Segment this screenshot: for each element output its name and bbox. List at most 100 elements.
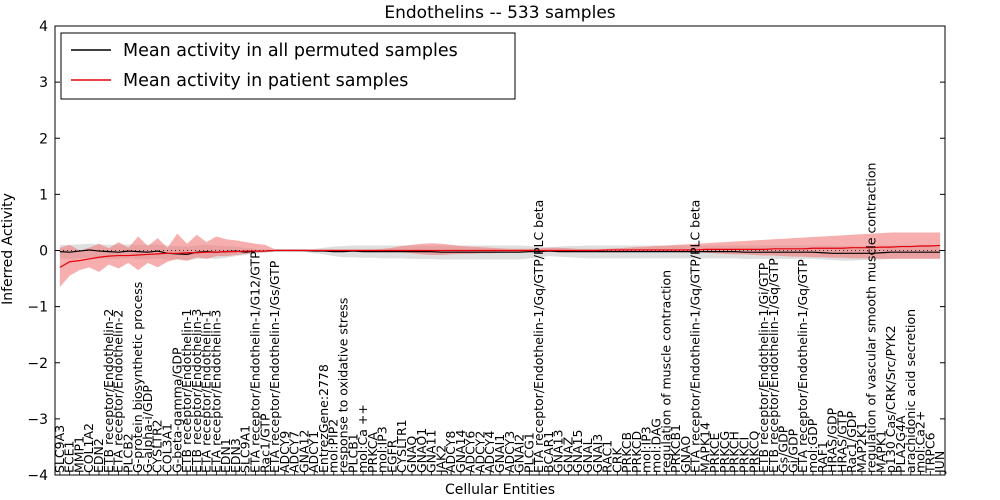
legend: Mean activity in all permuted samples Mea… — [60, 32, 516, 100]
x-tick-label: EDN2 — [91, 438, 106, 473]
x-tick-label: G-beta-gamma/GDP — [169, 347, 184, 473]
plot-area: −4−3−2−101234SLC9A3ECE1MMP1COL1A2EDN2ETB… — [27, 19, 947, 484]
x-tick-label: response to oxidative stress — [336, 298, 351, 473]
patient-band — [59, 232, 941, 287]
x-tick-label: ETB receptor/Endothelin-1/Gi/GTP — [756, 262, 771, 473]
x-tick-label: GNAI3 — [590, 434, 605, 473]
x-tick-label: COL3A1 — [159, 423, 174, 473]
x-tick-label: ADCY1 — [306, 431, 321, 473]
x-tick-label: GNAL — [580, 438, 595, 473]
x-tick-label: GNAI2 — [512, 434, 527, 473]
x-tick-label: CRK — [609, 447, 624, 473]
x-tick-label: PLCB1 — [345, 433, 360, 473]
x-tick-label: GNAZ — [560, 437, 575, 473]
y-tick-label: −4 — [27, 468, 48, 484]
chart-title: Endothelins -- 533 samples — [384, 3, 615, 23]
y-tick-label: −1 — [27, 300, 48, 316]
x-tick-label: arachidonic acid secretion — [903, 309, 918, 473]
x-tick-label: G-protein biosynthetic process — [130, 282, 145, 473]
y-axis-label: Inferred Activity — [0, 193, 16, 305]
x-tick-label: PLA2G4A — [893, 415, 908, 473]
x-tick-label: PLCG1 — [521, 432, 536, 473]
x-tick-label: p130 Cas/CRK/Src/PYK2 — [883, 325, 898, 473]
x-tick-label: HRAS/GDP — [825, 407, 840, 473]
y-tick-label: 3 — [39, 75, 48, 91]
x-tick-label: GNAQ — [404, 436, 419, 473]
x-tick-label: CYSLTR2 — [150, 419, 165, 473]
x-tick-label: RAF1 — [815, 441, 830, 473]
legend-box — [60, 32, 516, 100]
x-axis-label: Cellular Entities — [445, 482, 555, 498]
x-tick-label: SLC9A1 — [238, 425, 253, 473]
x-tick-label: ETB receptor/Endothelin-1/Gq/GTP — [766, 258, 781, 473]
x-tick-label: GNAO1 — [414, 428, 429, 473]
x-tick-label: PRKCE — [707, 433, 722, 473]
x-tick-label: MMP1 — [71, 436, 86, 473]
legend-label: Mean activity in all permuted samples — [123, 41, 458, 61]
x-tick-label: GNAI1 — [492, 434, 507, 473]
y-tick-label: 4 — [39, 19, 48, 35]
legend-label: Mean activity in patient samples — [123, 71, 408, 91]
x-tick-label: EDN1 — [218, 438, 233, 473]
x-tick-label: ADCY7 — [287, 431, 302, 473]
x-tick-label: Gi/GDP — [785, 428, 800, 473]
x-tick-label: PRKCG — [717, 431, 732, 473]
x-tick-label: G-alpha-i/GDP — [140, 385, 155, 473]
x-tick-label: ETB receptor/Endothelin-2 — [101, 309, 116, 473]
x-tick-label: mol:Ca2+ — [913, 411, 928, 473]
x-tick-label: ECE1 — [62, 441, 77, 473]
x-tick-label: MAPK14 — [697, 422, 712, 473]
y-tick-label: −2 — [27, 356, 48, 372]
x-tick-label: Rac1/GTP — [257, 413, 272, 473]
x-tick-label: Rac1/GDP — [844, 411, 859, 473]
x-tick-label: regulation of muscle contraction — [658, 270, 673, 473]
x-tick-label: GNAO — [678, 436, 693, 473]
x-tick-label: HRAS/GTP — [834, 410, 849, 473]
x-tick-label: PRKCB — [619, 432, 634, 473]
x-tick-label: ETA receptor/Endothelin-1/Gq/GTP/PLC bet… — [688, 200, 703, 473]
x-tick-label: SLC9A3 — [52, 425, 67, 473]
x-tick-label: ETB receptor/Endothelin-3 — [189, 309, 204, 473]
x-tick-label: JUN — [932, 451, 947, 474]
x-tick-label: GNA15 — [570, 429, 585, 473]
x-tick-label: PRKCD — [629, 431, 644, 473]
x-tick-label: regulation of vascular smooth muscle con… — [864, 163, 879, 473]
x-tick-label: GNA11 — [424, 430, 439, 474]
x-tick-label: ETA receptor/Endothelin-1/G12/GTP — [247, 251, 262, 473]
x-tick-label: EDN3 — [228, 438, 243, 473]
x-tick-label: ADCY2 — [472, 431, 487, 473]
x-tick-label: GNA14 — [453, 429, 468, 473]
x-tick-label: PRKCH — [727, 431, 742, 473]
x-tick-label: EntrezGene:2778 — [316, 364, 331, 473]
x-tick-label: ETA receptor/Endothelin-1/Gq/GTP — [795, 259, 810, 473]
x-tick-label: ETA receptor/Endothelin-1/Gs/GTP — [267, 260, 282, 473]
plot-series-group — [55, 232, 945, 287]
x-tick-label: RAC1 — [600, 440, 615, 473]
x-tick-label: ETA receptor/Endothelin-3 — [208, 310, 223, 473]
x-tick-label: mol:IP3 — [639, 426, 654, 473]
y-tick-label: −3 — [27, 412, 48, 428]
x-tick-label: EGFR — [384, 439, 399, 473]
x-tick-label: PRKCB1 — [668, 424, 683, 473]
x-tick-label: TRPC6 — [922, 432, 937, 474]
x-tick-label: PLCB2 — [120, 433, 135, 473]
x-tick-label: mol:IP3 — [375, 426, 390, 473]
x-tick-label: Gs/GDP — [776, 425, 791, 473]
x-tick-label: BCAR1 — [541, 431, 556, 473]
y-tick-label: 1 — [39, 187, 48, 203]
patient-mean-line — [59, 244, 941, 268]
x-tick-label: ADCY4 — [482, 431, 497, 473]
x-tick-label: COL1A2 — [81, 423, 96, 473]
x-tick-label: ETA receptor/Endothelin-1 — [199, 310, 214, 473]
x-tick-label: mol:Ca ++ — [355, 404, 370, 473]
x-tick-label: mol:DAG — [648, 418, 663, 473]
x-tick-label: ETA receptor/Endothelin-2 — [111, 310, 126, 473]
x-tick-label: PRKCI — [737, 437, 752, 473]
x-tick-label: ADCY6 — [463, 431, 478, 473]
x-tick-label: CYSLTR1 — [394, 419, 409, 473]
y-tick-label: 2 — [39, 131, 48, 147]
x-tick-label: GNA12 — [296, 430, 311, 474]
x-tick-label: PRKCQ — [746, 431, 761, 473]
x-tick-label: ETA receptor/Endothelin-1/Gq/GTP/PLC bet… — [531, 200, 546, 473]
